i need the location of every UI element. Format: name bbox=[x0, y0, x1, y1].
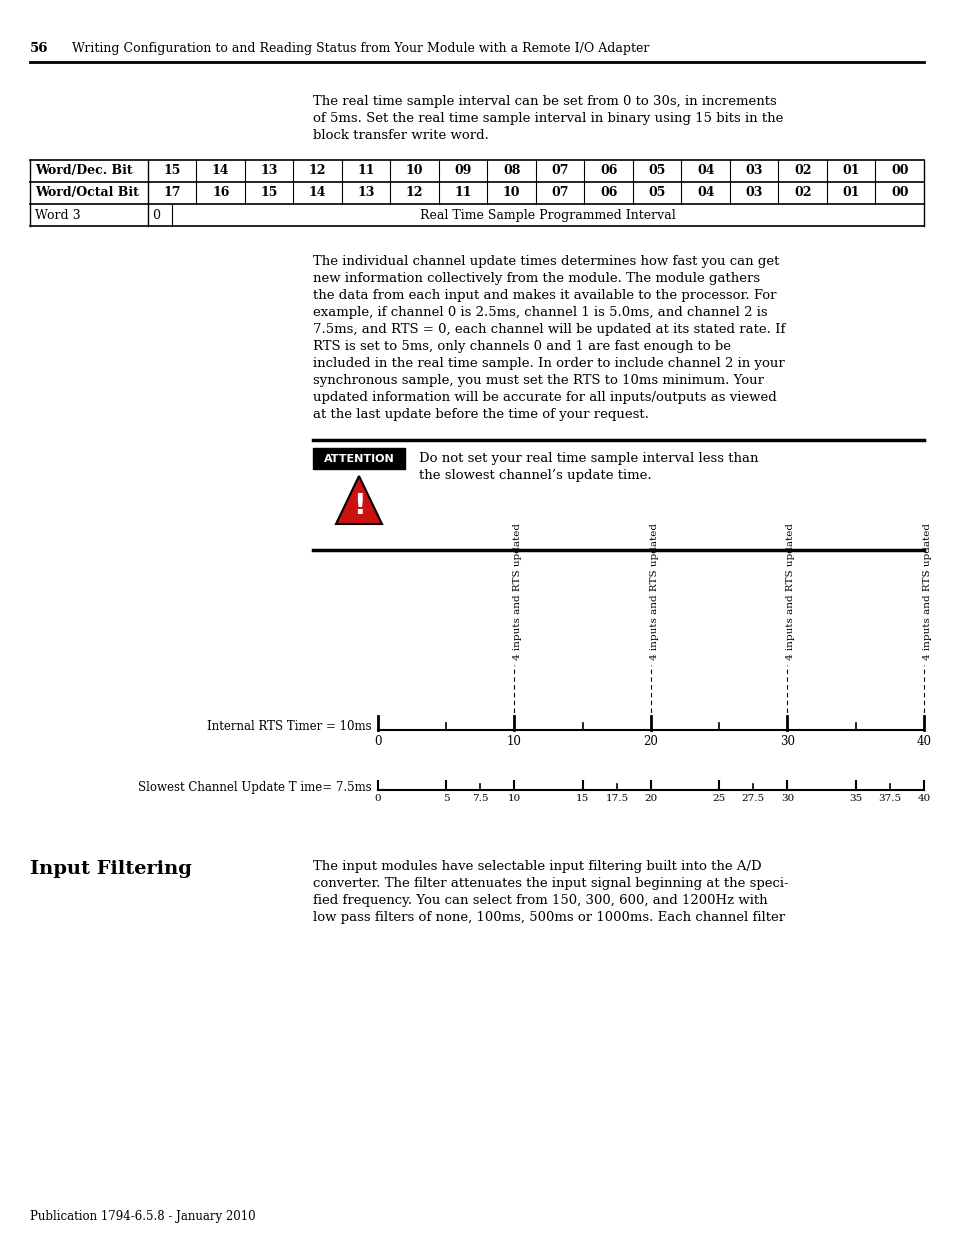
Text: low pass filters of none, 100ms, 500ms or 1000ms. Each channel filter: low pass filters of none, 100ms, 500ms o… bbox=[313, 911, 784, 924]
Text: 4 inputs and RTS updated: 4 inputs and RTS updated bbox=[785, 522, 795, 659]
Text: 7.5: 7.5 bbox=[472, 794, 488, 803]
Polygon shape bbox=[335, 475, 381, 524]
Text: 05: 05 bbox=[648, 164, 665, 177]
Text: 06: 06 bbox=[599, 164, 617, 177]
Text: 03: 03 bbox=[745, 164, 762, 177]
Text: 08: 08 bbox=[502, 164, 520, 177]
Text: at the last update before the time of your request.: at the last update before the time of yo… bbox=[313, 408, 648, 421]
Text: included in the real time sample. In order to include channel 2 in your: included in the real time sample. In ord… bbox=[313, 357, 784, 370]
Text: Word/Octal Bit: Word/Octal Bit bbox=[35, 186, 139, 199]
Text: new information collectively from the module. The module gathers: new information collectively from the mo… bbox=[313, 272, 760, 285]
Text: example, if channel 0 is 2.5ms, channel 1 is 5.0ms, and channel 2 is: example, if channel 0 is 2.5ms, channel … bbox=[313, 306, 767, 319]
Bar bbox=[313, 448, 405, 469]
Text: 30: 30 bbox=[781, 794, 793, 803]
Text: 01: 01 bbox=[841, 164, 859, 177]
Text: The input modules have selectable input filtering built into the A/D: The input modules have selectable input … bbox=[313, 860, 760, 873]
Text: The individual channel update times determines how fast you can get: The individual channel update times dete… bbox=[313, 254, 779, 268]
Text: Input Filtering: Input Filtering bbox=[30, 860, 192, 878]
Text: the slowest channel’s update time.: the slowest channel’s update time. bbox=[418, 469, 651, 482]
Text: the data from each input and makes it available to the processor. For: the data from each input and makes it av… bbox=[313, 289, 776, 303]
Text: 5: 5 bbox=[442, 794, 449, 803]
Text: 02: 02 bbox=[793, 164, 811, 177]
Text: 15: 15 bbox=[260, 186, 277, 199]
Text: 16: 16 bbox=[212, 186, 230, 199]
Text: Word 3: Word 3 bbox=[35, 209, 81, 222]
Text: 15: 15 bbox=[163, 164, 181, 177]
Text: Writing Configuration to and Reading Status from Your Module with a Remote I/O A: Writing Configuration to and Reading Sta… bbox=[71, 42, 649, 56]
Text: 04: 04 bbox=[697, 186, 714, 199]
Text: updated information will be accurate for all inputs/outputs as viewed: updated information will be accurate for… bbox=[313, 391, 776, 404]
Text: 01: 01 bbox=[841, 186, 859, 199]
Text: 17: 17 bbox=[163, 186, 181, 199]
Text: 56: 56 bbox=[30, 42, 49, 56]
Text: converter. The filter attenuates the input signal beginning at the speci-: converter. The filter attenuates the inp… bbox=[313, 877, 788, 890]
Text: 40: 40 bbox=[916, 735, 930, 748]
Text: Real Time Sample Programmed Interval: Real Time Sample Programmed Interval bbox=[419, 209, 675, 222]
Text: 07: 07 bbox=[551, 164, 568, 177]
Text: RTS is set to 5ms, only channels 0 and 1 are fast enough to be: RTS is set to 5ms, only channels 0 and 1… bbox=[313, 340, 730, 353]
Text: 15: 15 bbox=[576, 794, 589, 803]
Text: 35: 35 bbox=[848, 794, 862, 803]
Text: Do not set your real time sample interval less than: Do not set your real time sample interva… bbox=[418, 452, 758, 466]
Text: 09: 09 bbox=[454, 164, 472, 177]
Text: 13: 13 bbox=[357, 186, 375, 199]
Text: 04: 04 bbox=[697, 164, 714, 177]
Text: 03: 03 bbox=[745, 186, 762, 199]
Text: 13: 13 bbox=[260, 164, 277, 177]
Text: ATTENTION: ATTENTION bbox=[323, 453, 394, 463]
Text: 0: 0 bbox=[375, 794, 381, 803]
Text: 07: 07 bbox=[551, 186, 568, 199]
Text: 10: 10 bbox=[406, 164, 423, 177]
Text: 06: 06 bbox=[599, 186, 617, 199]
Text: 37.5: 37.5 bbox=[878, 794, 901, 803]
Text: 10: 10 bbox=[502, 186, 520, 199]
Text: The real time sample interval can be set from 0 to 30s, in increments: The real time sample interval can be set… bbox=[313, 95, 776, 107]
Text: fied frequency. You can select from 150, 300, 600, and 1200Hz with: fied frequency. You can select from 150,… bbox=[313, 894, 767, 906]
Text: 14: 14 bbox=[309, 186, 326, 199]
Text: Internal RTS Timer = 10ms: Internal RTS Timer = 10ms bbox=[207, 720, 372, 734]
Text: 10: 10 bbox=[507, 794, 520, 803]
Text: 30: 30 bbox=[780, 735, 794, 748]
Text: 11: 11 bbox=[357, 164, 375, 177]
Text: 00: 00 bbox=[890, 186, 907, 199]
Text: 4 inputs and RTS updated: 4 inputs and RTS updated bbox=[513, 522, 522, 659]
Text: 40: 40 bbox=[917, 794, 929, 803]
Text: 02: 02 bbox=[793, 186, 811, 199]
Text: 11: 11 bbox=[454, 186, 472, 199]
Text: 20: 20 bbox=[643, 794, 657, 803]
Text: Word/Dec. Bit: Word/Dec. Bit bbox=[35, 164, 132, 177]
Text: 7.5ms, and RTS = 0, each channel will be updated at its stated rate. If: 7.5ms, and RTS = 0, each channel will be… bbox=[313, 324, 784, 336]
Text: 4 inputs and RTS updated: 4 inputs and RTS updated bbox=[923, 522, 931, 659]
Text: Publication 1794-6.5.8 - January 2010: Publication 1794-6.5.8 - January 2010 bbox=[30, 1210, 255, 1223]
Text: 0: 0 bbox=[374, 735, 381, 748]
Text: 00: 00 bbox=[890, 164, 907, 177]
Text: 12: 12 bbox=[406, 186, 423, 199]
Text: 12: 12 bbox=[309, 164, 326, 177]
Text: of 5ms. Set the real time sample interval in binary using 15 bits in the: of 5ms. Set the real time sample interva… bbox=[313, 112, 782, 125]
Text: 4 inputs and RTS updated: 4 inputs and RTS updated bbox=[649, 522, 659, 659]
Text: 25: 25 bbox=[712, 794, 725, 803]
Text: synchronous sample, you must set the RTS to 10ms minimum. Your: synchronous sample, you must set the RTS… bbox=[313, 374, 763, 387]
Text: 27.5: 27.5 bbox=[741, 794, 764, 803]
Text: 0: 0 bbox=[152, 209, 160, 222]
Text: 05: 05 bbox=[648, 186, 665, 199]
Text: !: ! bbox=[353, 492, 365, 520]
Text: 10: 10 bbox=[507, 735, 521, 748]
Text: Slowest Channel Update T ime= 7.5ms: Slowest Channel Update T ime= 7.5ms bbox=[138, 781, 372, 794]
Text: 20: 20 bbox=[643, 735, 658, 748]
Text: block transfer write word.: block transfer write word. bbox=[313, 128, 488, 142]
Text: 17.5: 17.5 bbox=[604, 794, 628, 803]
Text: 14: 14 bbox=[212, 164, 230, 177]
